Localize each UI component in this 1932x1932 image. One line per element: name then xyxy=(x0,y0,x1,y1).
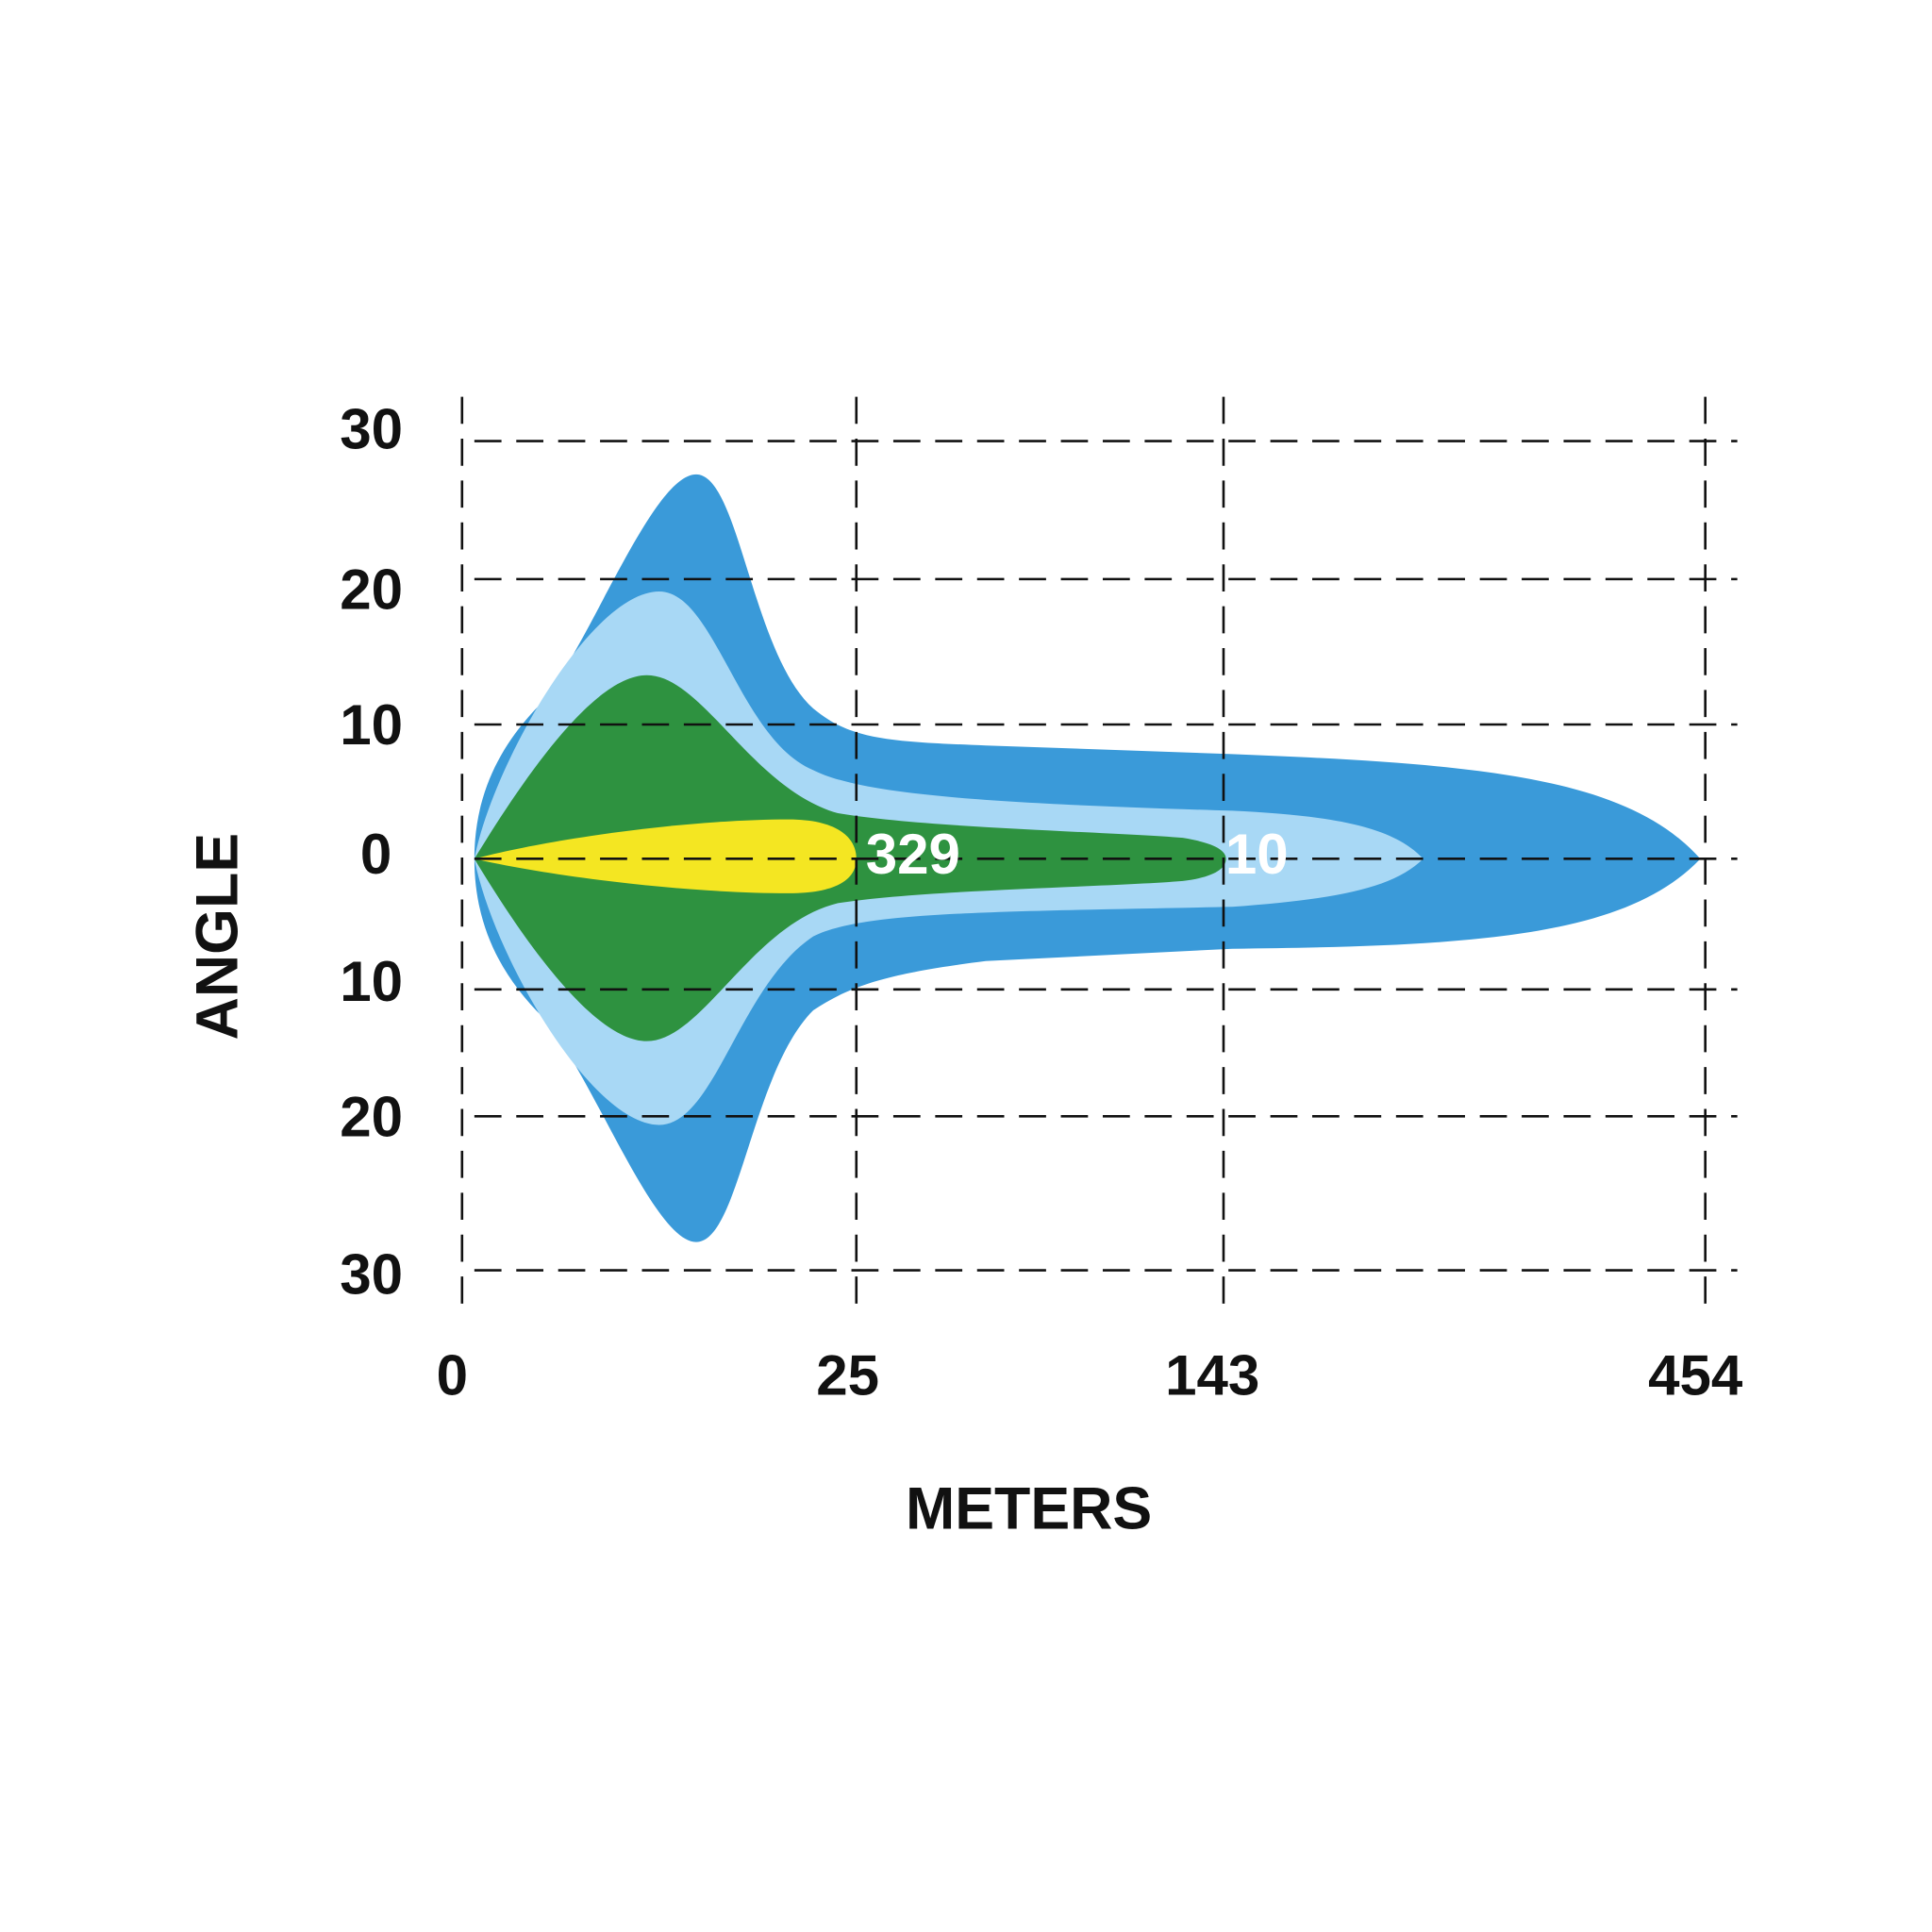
zone-label: 10 xyxy=(1225,823,1289,886)
y-tick-label: 30 xyxy=(340,1243,403,1307)
x-tick-label: 454 xyxy=(1648,1344,1743,1407)
y-axis-title: ANGLE xyxy=(185,833,251,1040)
x-axis-title: METERS xyxy=(906,1475,1152,1541)
y-tick-label: 10 xyxy=(340,693,403,757)
y-tick-label: 30 xyxy=(340,398,403,461)
y-tick-label: 10 xyxy=(340,950,403,1013)
grid xyxy=(460,396,1738,1304)
beam-yellow xyxy=(474,819,857,893)
plot: 30 20 10 0 10 20 30 0 25 143 454 METERS … xyxy=(185,396,1743,1541)
x-tick-label: 25 xyxy=(816,1344,879,1407)
zone-label: 329 xyxy=(866,823,960,886)
y-tick-label: 0 xyxy=(360,823,391,886)
y-tick-label: 20 xyxy=(340,558,403,621)
x-tick-label: 0 xyxy=(437,1344,468,1407)
x-tick-label: 143 xyxy=(1165,1344,1259,1407)
y-tick-label: 20 xyxy=(340,1085,403,1148)
